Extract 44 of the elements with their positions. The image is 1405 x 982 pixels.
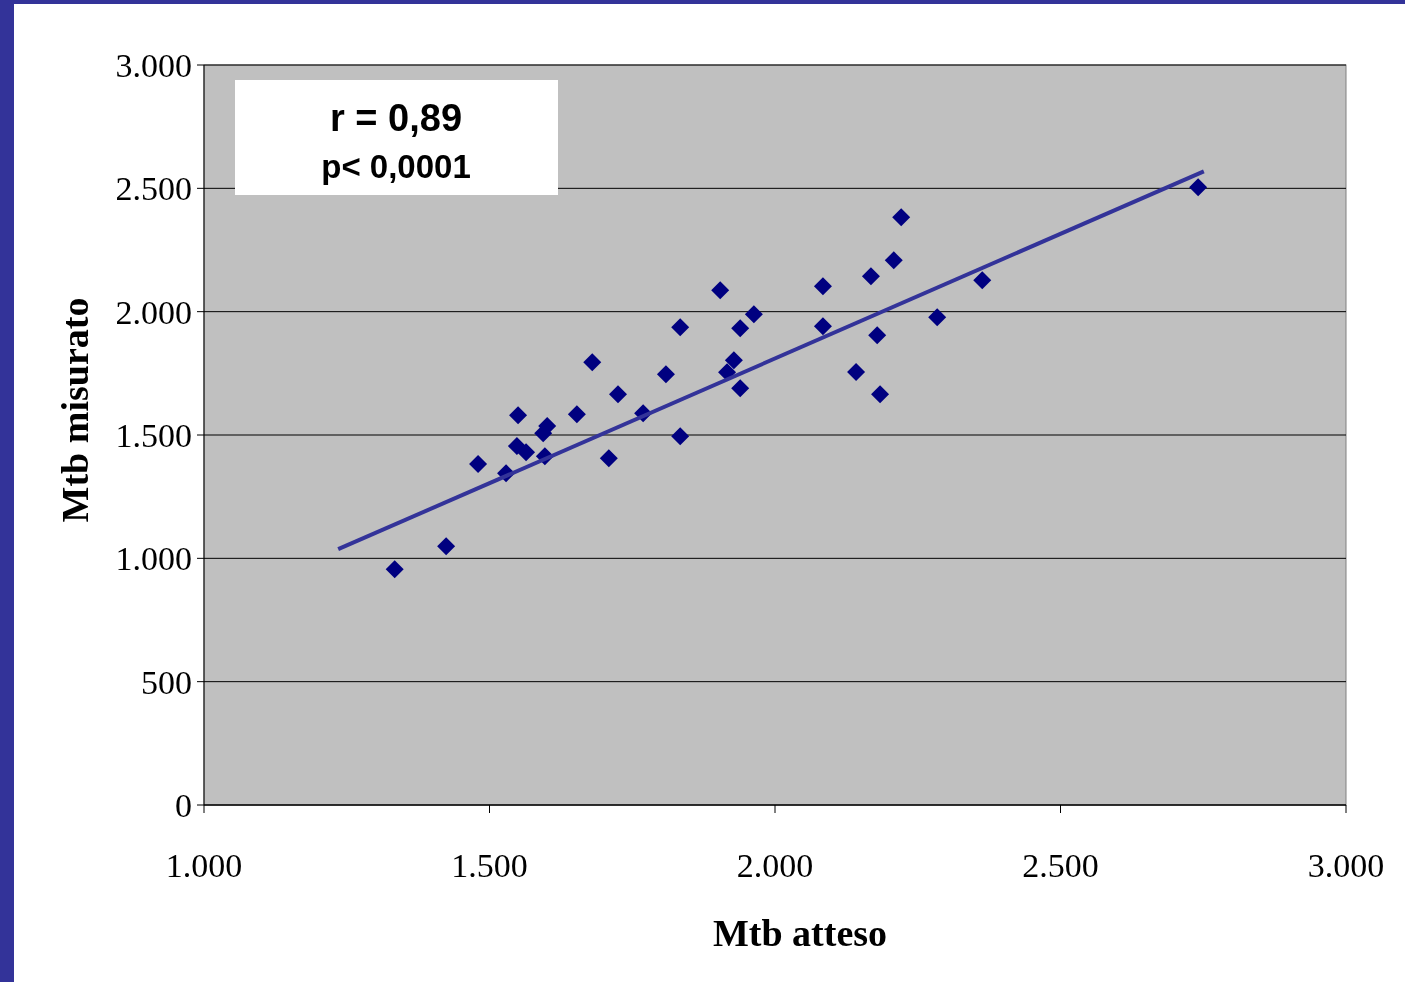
y-tick-label: 2.000	[115, 293, 192, 331]
point	[517, 443, 536, 462]
x-tick-label: 2.500	[1022, 847, 1099, 884]
point	[744, 305, 763, 324]
point	[437, 537, 456, 556]
point	[608, 385, 627, 404]
point	[724, 351, 743, 370]
point	[892, 208, 911, 227]
y-axis-title: Mtb misurato	[54, 297, 96, 523]
point	[599, 449, 618, 468]
point	[731, 319, 750, 338]
x-tick-label: 1.000	[165, 847, 243, 884]
point	[567, 405, 586, 424]
y-tick-label: 500	[141, 663, 192, 701]
point	[671, 318, 690, 337]
point	[711, 281, 730, 300]
point	[583, 353, 602, 372]
point	[847, 363, 866, 382]
point	[973, 271, 992, 290]
y-tick-label: 1.000	[115, 540, 192, 578]
point	[928, 308, 947, 327]
y-tick-label: 2.500	[115, 170, 192, 208]
y-tick-label: 1.500	[115, 416, 192, 454]
annotation: p< 0,0001	[321, 148, 471, 185]
point	[469, 455, 488, 474]
y-tick-label: 3.000	[115, 46, 192, 84]
x-tick-label: 1.500	[451, 847, 528, 884]
point	[385, 560, 404, 579]
annotation: r = 0,89	[329, 97, 463, 139]
point	[868, 326, 887, 345]
point	[1189, 178, 1208, 197]
point	[509, 406, 528, 425]
point	[813, 277, 832, 296]
point	[861, 267, 880, 286]
point	[656, 365, 675, 384]
y-tick-label: 0	[175, 786, 192, 824]
point	[871, 385, 890, 404]
point	[813, 317, 832, 336]
x-axis-title: Mtb atteso	[712, 912, 888, 954]
point	[884, 251, 903, 270]
point	[671, 427, 690, 446]
x-tick-label: 2.000	[736, 847, 814, 884]
x-tick-label: 3.000	[1307, 847, 1385, 884]
point	[731, 379, 750, 398]
